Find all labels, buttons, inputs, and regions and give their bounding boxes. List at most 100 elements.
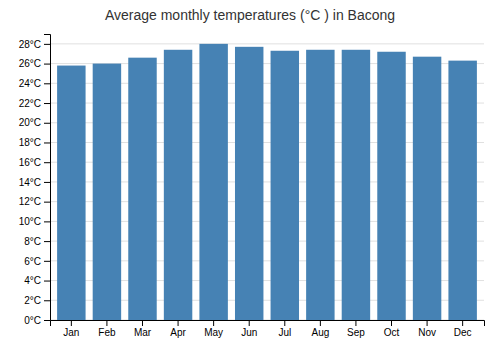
y-tick: 20°C xyxy=(19,117,50,128)
chart: Average monthly temperatures (°C ) in Ba… xyxy=(0,0,500,350)
tick-label: May xyxy=(204,327,223,338)
tick-label: 18°C xyxy=(19,137,41,148)
x-tick: Apr xyxy=(170,320,186,338)
tick-mark xyxy=(391,320,392,326)
bar xyxy=(164,50,192,320)
bar xyxy=(128,58,156,320)
tick-mark xyxy=(249,320,250,326)
tick-label: 0°C xyxy=(24,315,41,326)
axis-line xyxy=(44,35,51,321)
tick-mark xyxy=(44,123,50,124)
tick-mark xyxy=(44,44,50,45)
tick-label: 10°C xyxy=(19,216,41,227)
tick-label: 8°C xyxy=(24,236,41,247)
tick-mark xyxy=(284,320,285,326)
y-tick: 8°C xyxy=(24,236,50,247)
tick-mark xyxy=(71,320,72,326)
tick-mark xyxy=(178,320,179,326)
tick-mark xyxy=(320,320,321,326)
tick-mark xyxy=(44,320,50,321)
tick-label: Oct xyxy=(384,327,400,338)
y-tick: 12°C xyxy=(19,196,50,207)
axis-line xyxy=(51,321,485,327)
tick-label: 4°C xyxy=(24,275,41,286)
tick-label: Jul xyxy=(278,327,291,338)
tick-mark xyxy=(142,320,143,326)
tick-label: 14°C xyxy=(19,177,41,188)
tick-mark xyxy=(462,320,463,326)
tick-label: Nov xyxy=(418,327,436,338)
bar xyxy=(413,57,441,320)
plot: Jan Feb Mar Apr May Jun Jul Aug Sep Oct Nov Dec 0°C 2… xyxy=(19,35,485,339)
tick-mark xyxy=(44,221,50,222)
x-tick: Jul xyxy=(278,320,291,338)
bar xyxy=(57,66,85,320)
tick-mark xyxy=(106,320,107,326)
tick-mark xyxy=(44,281,50,282)
tick-label: 6°C xyxy=(24,256,41,267)
tick-mark xyxy=(44,103,50,104)
y-tick: 24°C xyxy=(19,78,50,89)
y-tick: 22°C xyxy=(19,98,50,109)
bar xyxy=(306,50,334,320)
y-tick: 18°C xyxy=(19,137,50,148)
bar xyxy=(377,52,405,320)
tick-label: Jan xyxy=(63,327,79,338)
grid-line xyxy=(50,43,484,44)
x-tick: Oct xyxy=(384,320,400,338)
x-tick: Mar xyxy=(134,320,152,338)
tick-mark xyxy=(44,83,50,84)
tick-mark xyxy=(44,142,50,143)
y-tick: 16°C xyxy=(19,157,50,168)
title: Average monthly temperatures (°C ) in Ba… xyxy=(105,7,395,23)
tick-mark xyxy=(44,64,50,65)
tick-label: Sep xyxy=(347,327,365,338)
bar xyxy=(199,44,227,320)
bar xyxy=(271,51,299,320)
tick-label: 20°C xyxy=(19,117,41,128)
tick-label: Aug xyxy=(311,327,329,338)
tick-mark xyxy=(44,202,50,203)
x-tick: Sep xyxy=(347,320,365,338)
tick-label: Jun xyxy=(241,327,257,338)
tick-label: Mar xyxy=(134,327,152,338)
bar xyxy=(342,50,370,320)
y-tick: 26°C xyxy=(19,58,50,69)
bar xyxy=(448,61,476,320)
tick-label: 22°C xyxy=(19,98,41,109)
x-tick: May xyxy=(204,320,223,338)
tick-mark xyxy=(44,162,50,163)
tick-mark xyxy=(355,320,356,326)
tick-label: Apr xyxy=(170,327,186,338)
tick-mark xyxy=(44,261,50,262)
y-tick: 0°C xyxy=(24,315,50,326)
tick-label: 12°C xyxy=(19,196,41,207)
x-tick: Feb xyxy=(98,320,116,338)
tick-label: 28°C xyxy=(19,39,41,50)
tick-label: 2°C xyxy=(24,295,41,306)
grid xyxy=(50,44,484,320)
x-tick: Jan xyxy=(63,320,79,338)
y-tick: 4°C xyxy=(24,275,50,286)
tick-mark xyxy=(427,320,428,326)
tick-mark xyxy=(44,300,50,301)
bar xyxy=(235,47,263,320)
y-tick: 28°C xyxy=(19,39,50,50)
tick-mark xyxy=(44,182,50,183)
tick-label: Feb xyxy=(98,327,116,338)
y-tick: 14°C xyxy=(19,177,50,188)
tick-label: 16°C xyxy=(19,157,41,168)
tick-mark xyxy=(44,241,50,242)
tick-mark xyxy=(213,320,214,326)
x-tick: Nov xyxy=(418,320,436,338)
bars xyxy=(57,44,477,320)
y-tick: 2°C xyxy=(24,295,50,306)
tick-label: 24°C xyxy=(19,78,41,89)
x-tick: Aug xyxy=(311,320,329,338)
y-axis: 0°C 2°C 4°C 6°C 8°C 10°C 12°C 14°C 16°C 18°C 20°C 2… xyxy=(19,35,51,326)
x-tick: Jun xyxy=(241,320,257,338)
y-tick: 10°C xyxy=(19,216,50,227)
tick-label: 26°C xyxy=(19,58,41,69)
x-axis: Jan Feb Mar Apr May Jun Jul Aug Sep Oct Nov Dec xyxy=(51,320,485,338)
tick-label: Dec xyxy=(454,327,472,338)
